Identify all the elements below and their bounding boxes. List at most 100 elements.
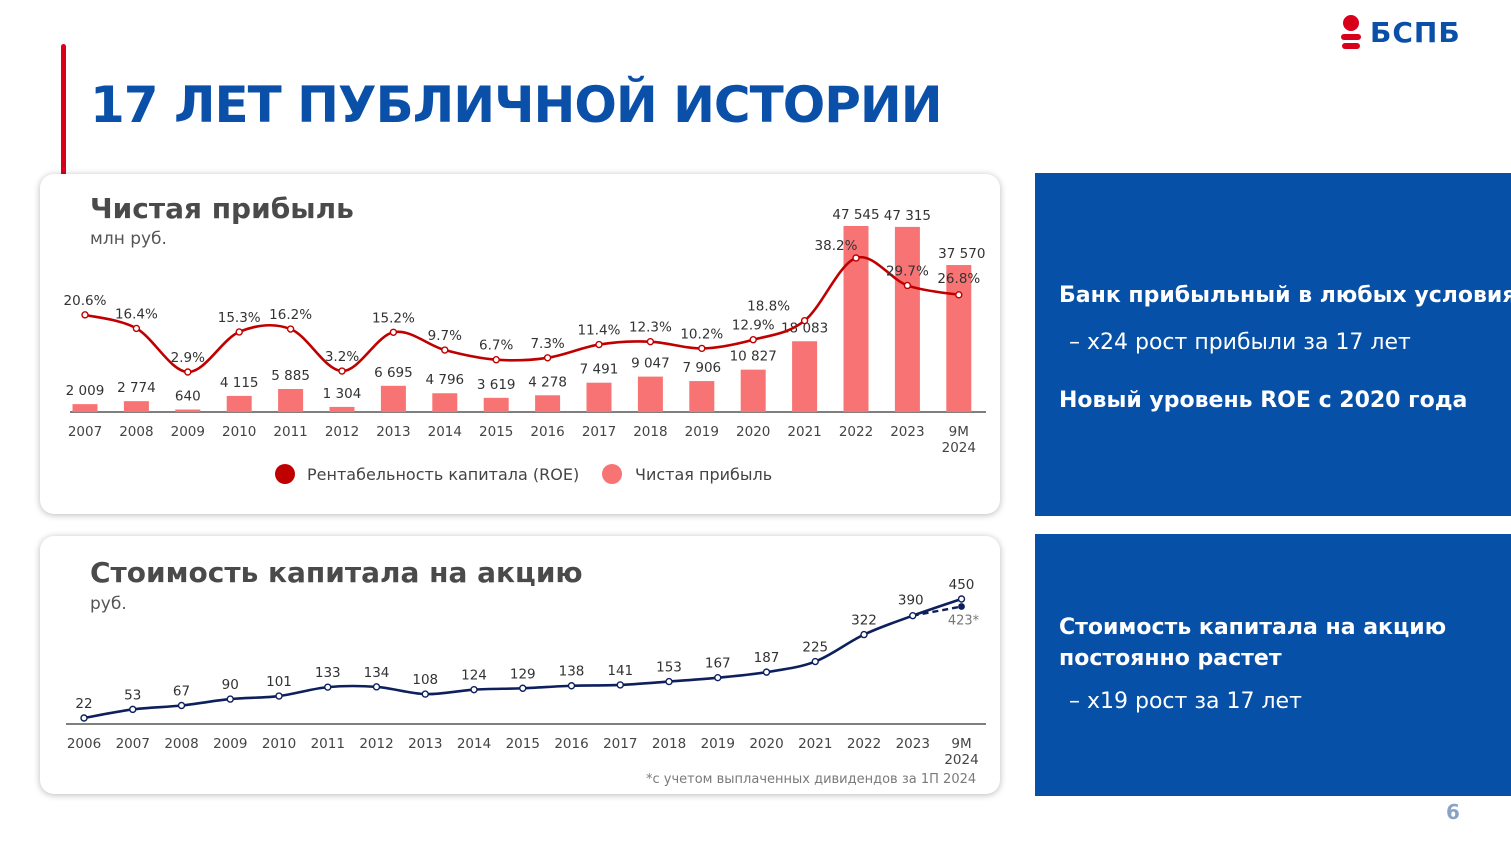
equity-point-label: 134 [364, 665, 390, 681]
profit-bar-label: 18 083 [781, 320, 828, 336]
profit-bar-label: 5 885 [271, 368, 310, 384]
roe-point-label: 12.3% [629, 320, 672, 336]
profit-bar [432, 393, 458, 412]
profit-bar-label: 3 619 [477, 377, 516, 393]
roe-point-label: 15.3% [218, 310, 261, 326]
roe-point [132, 324, 141, 333]
roe-point [903, 281, 912, 290]
profit-growth-bullet: – x24 рост прибыли за 17 лет [1069, 330, 1411, 355]
profit-bar [792, 341, 818, 412]
roe-point-label: 20.6% [64, 293, 107, 309]
profit-bar [72, 404, 98, 412]
profit-x-tick-label: 2015 [479, 424, 513, 440]
profit-x-tick-label: 2022 [839, 424, 873, 440]
roe-point [338, 367, 346, 375]
net-profit-unit: млн руб. [90, 229, 167, 249]
equity-point-label: 153 [656, 660, 682, 676]
equity-x-tick-label: 2014 [457, 736, 491, 752]
equity-x-tick-label: 2016 [554, 736, 588, 752]
legend-roe-swatch [275, 464, 295, 484]
equity-point [665, 677, 673, 686]
roe-point [492, 356, 500, 364]
equity-point-label: 225 [802, 640, 828, 656]
roe-point [595, 340, 603, 349]
roe-point-label: 10.2% [680, 326, 723, 342]
profit-bar-label: 1 304 [323, 386, 362, 402]
profit-bar-label: 47 545 [832, 207, 879, 223]
net-profit-card: Чистая прибыль млн руб. 2 009 2007 2 774 20… [40, 174, 1000, 514]
profit-x-tick-label: 2007 [68, 424, 102, 440]
profit-x-tick-label: 2012 [325, 424, 359, 440]
profit-bar [689, 381, 715, 412]
equity-per-share-chart: 423* 22 2006 53 2007 67 2008 90 2009 101 2010 133 20… [66, 577, 986, 768]
profit-bar [123, 401, 149, 412]
equity-point-label: 129 [510, 666, 536, 682]
profit-bar-label: 2 009 [66, 383, 105, 399]
equity-adjusted-point [958, 603, 965, 610]
equity-point [324, 683, 332, 691]
profit-bar-label: 9 047 [631, 356, 670, 372]
roe-point-label: 29.7% [886, 263, 929, 279]
equity-adjusted-line [912, 605, 962, 617]
equity-highlights-panel: Стоимость капитала на акцию постоянно ра… [1035, 534, 1511, 796]
roe-point [698, 344, 706, 353]
profit-bar-label: 37 570 [938, 246, 985, 262]
net-profit-title: Чистая прибыль [90, 192, 354, 225]
profit-x-tick-label: 2016 [530, 424, 564, 440]
equity-x-tick-label: 2023 [896, 736, 930, 752]
profit-bar [175, 409, 201, 412]
equity-point [762, 668, 771, 676]
profit-bar-label: 7 906 [682, 360, 721, 376]
logo-mark-icon [1341, 15, 1361, 49]
profit-x-tick-label: 2008 [119, 424, 153, 440]
roe-point [800, 316, 809, 325]
equity-x-tick-label: 2020 [749, 736, 783, 752]
equity-x-tick-label: 2007 [116, 736, 150, 752]
equity-x-tick-label: 2008 [164, 736, 198, 752]
equity-point-label: 108 [412, 672, 438, 688]
profit-bar-label: 10 827 [730, 349, 777, 365]
profit-bar [946, 265, 972, 412]
roe-point [81, 311, 89, 319]
equity-x-tick-label: 2013 [408, 736, 442, 752]
profit-bar-label: 7 491 [580, 362, 619, 378]
roe-point-label: 38.2% [815, 238, 858, 254]
profit-x-tick-label: 2011 [273, 424, 307, 440]
equity-x-tick-label: 2018 [652, 736, 686, 752]
profit-bar-label: 4 115 [220, 375, 259, 391]
equity-heading-line1: Стоимость капитала на акцию [1059, 615, 1447, 640]
profit-highlights-panel: Банк прибыльный в любых условиях – x24 р… [1035, 173, 1511, 516]
profit-x-tick-label: 2013 [376, 424, 410, 440]
equity-x-tick-label: 2010 [262, 736, 296, 752]
equity-point-label: 67 [173, 683, 190, 699]
profit-heading: Банк прибыльный в любых условиях [1059, 283, 1511, 308]
roe-point-label: 2.9% [171, 350, 205, 366]
equity-x-tick-label: 2017 [603, 736, 637, 752]
equity-point-label: 22 [75, 696, 92, 712]
accent-bar [61, 44, 66, 178]
equity-per-share-unit: руб. [90, 594, 127, 614]
profit-x-tick-label: 2019 [685, 424, 719, 440]
equity-x-tick-label: 2019 [701, 736, 735, 752]
roe-point [749, 336, 757, 344]
profit-x-tick-label: 2021 [787, 424, 821, 440]
roe-point [852, 254, 860, 262]
equity-point [226, 695, 234, 703]
roe-point-label: 16.4% [115, 306, 158, 322]
equity-point-label: 322 [851, 613, 877, 629]
roe-heading: Новый уровень ROE с 2020 года [1059, 388, 1468, 413]
roe-point-label: 9.7% [428, 328, 462, 344]
equity-point [177, 701, 186, 710]
equity-point [567, 682, 576, 690]
roe-point [441, 346, 449, 354]
equity-x-tick-label: 9M 2024 [944, 736, 978, 768]
dividend-footnote: *с учетом выплаченных дивидендов за 1П 2… [646, 772, 977, 787]
roe-point-label: 11.4% [578, 323, 621, 339]
legend-profit-label: Чистая прибыль [635, 465, 772, 484]
equity-point [616, 681, 624, 689]
equity-point [860, 630, 868, 639]
equity-point [519, 684, 527, 692]
legend-roe-label: Рентабельность капитала (ROE) [307, 465, 579, 484]
profit-bar [278, 388, 304, 412]
equity-point-label: 101 [266, 674, 292, 690]
